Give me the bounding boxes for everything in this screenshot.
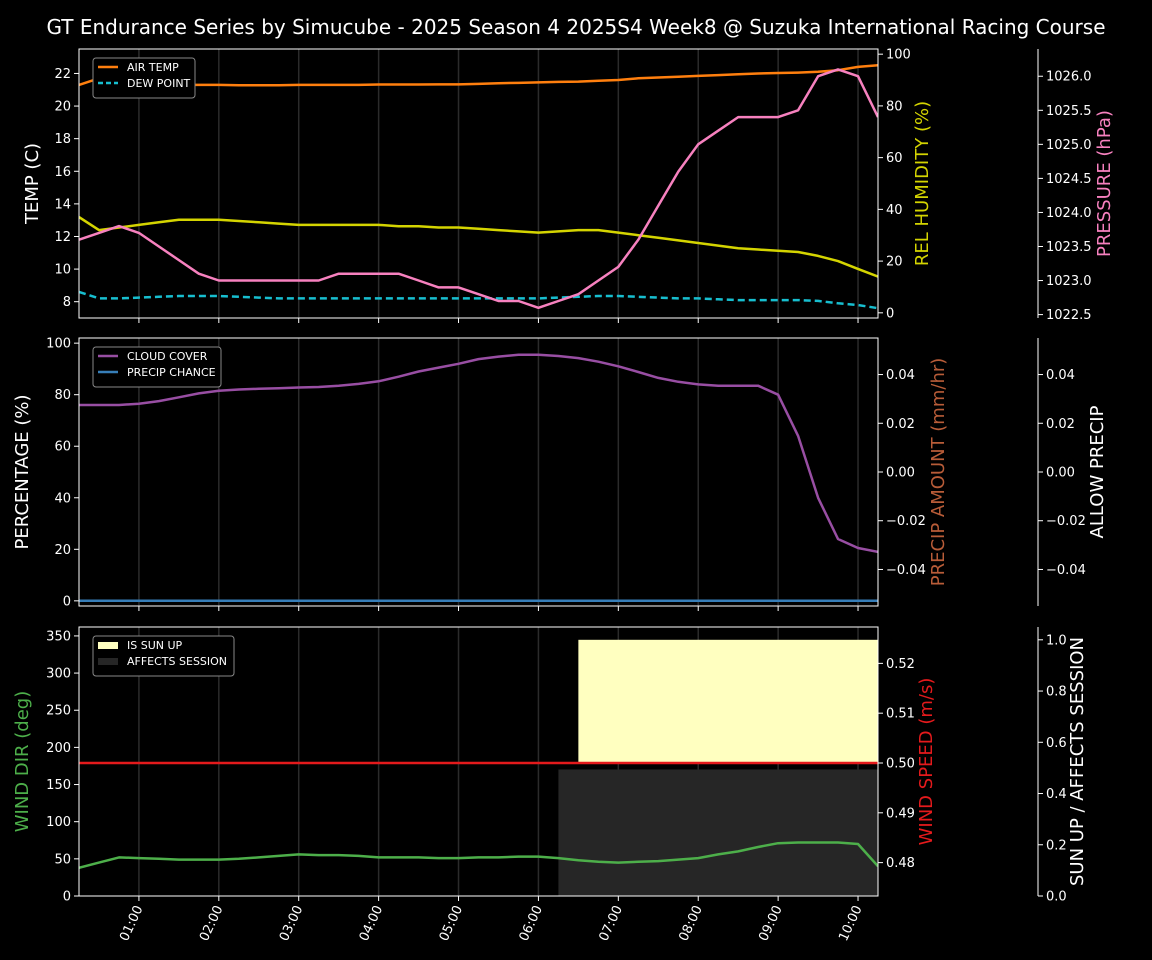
y-right-axis-title: PRECIP AMOUNT (mm/hr) (928, 358, 949, 587)
y-tick-label: 250 (46, 704, 71, 719)
legend-swatch (98, 642, 118, 649)
y-far-tick-label: 0.8 (1046, 685, 1067, 700)
y-right-tick-label: 100 (886, 48, 911, 63)
y-right-tick-label: 0.48 (886, 856, 915, 871)
y-tick-label: 14 (54, 197, 71, 212)
y-tick-label: 20 (54, 543, 71, 558)
y-far-tick-label: 0.2 (1046, 838, 1067, 853)
y-tick-label: 50 (54, 852, 71, 867)
series-line-rel-humidity (79, 216, 878, 278)
y-far-tick-label: 1025.5 (1046, 104, 1092, 119)
legend-box (92, 635, 235, 677)
y-right-tick-label: 0.50 (886, 756, 915, 771)
y-far-tick-label: 1026.0 (1046, 70, 1092, 85)
y-right-tick-label: 0.04 (886, 368, 915, 383)
series-line-pressure (79, 68, 878, 310)
y-tick-label: 18 (54, 132, 71, 147)
y-right-tick-label: 0.49 (886, 806, 915, 821)
y-tick-label: 40 (54, 491, 71, 506)
chart-title: GT Endurance Series by Simucube - 2025 S… (46, 15, 1105, 39)
series-line-cloud-cover (79, 353, 878, 554)
y-tick-label: 100 (46, 337, 71, 352)
legend-swatch (98, 658, 118, 665)
legend: IS SUN UP AFFECTS SESSION (92, 635, 235, 677)
y-tick-label: 200 (46, 741, 71, 756)
y-right-tick-label: 0.52 (886, 657, 915, 672)
legend-label: DEW POINT (127, 77, 191, 90)
y-far-tick-label: 1022.5 (1046, 308, 1092, 323)
sun-up-band (578, 639, 878, 763)
y-far-tick-label: 0.00 (1046, 466, 1075, 481)
legend-label: PRECIP CHANCE (127, 366, 216, 379)
plot-frame (78, 626, 879, 897)
y-tick-label: 80 (54, 388, 71, 403)
y-right-tick-label: 40 (886, 203, 903, 218)
y-right-tick-label: 0.00 (886, 466, 915, 481)
y-far-tick-label: 0.4 (1046, 787, 1067, 802)
y-right-tick-label: 0.51 (886, 707, 915, 722)
y-right-tick-label: 20 (886, 255, 903, 270)
panel-precip: 0 20 40 60 80 100 −0.04 −0.02 0.00 0.02 0.04 −0.04 −… (12, 337, 1108, 611)
y-far-tick-label: 1.0 (1046, 633, 1067, 648)
y-far-axis-title: SUN UP / AFFECTS SESSION (1067, 637, 1088, 886)
y-far-axis-title: PRESSURE (hPa) (1094, 110, 1115, 257)
y-tick-label: 350 (46, 629, 71, 644)
series-line-wind-dir (79, 841, 878, 870)
series-line-air-temp (79, 64, 878, 87)
y-axis-title: PERCENTAGE (%) (12, 394, 33, 549)
y-right-axis-title: WIND SPEED (m/s) (916, 678, 937, 846)
y-far-tick-label: 0.04 (1046, 368, 1075, 383)
y-right-tick-label: 0 (886, 306, 894, 321)
y-right-tick-label: 80 (886, 99, 903, 114)
affects-session-band (558, 769, 878, 896)
legend-label: AIR TEMP (127, 61, 179, 74)
y-tick-label: 8 (63, 295, 71, 310)
legend-label: CLOUD COVER (127, 350, 208, 363)
y-far-tick-label: 0.02 (1046, 417, 1075, 432)
legend-box (92, 57, 196, 99)
legend-label: IS SUN UP (127, 639, 183, 652)
series-line-dew-point (79, 290, 878, 310)
y-tick-label: 22 (54, 67, 71, 82)
y-far-tick-label: 1024.0 (1046, 206, 1092, 221)
y-right-tick-label: 60 (886, 151, 903, 166)
legend-label: AFFECTS SESSION (127, 655, 227, 668)
y-tick-label: 100 (46, 815, 71, 830)
y-axis-title: WIND DIR (deg) (12, 691, 33, 833)
y-right-axis-title: REL HUMIDITY (%) (912, 101, 933, 266)
y-far-tick-label: 0.6 (1046, 736, 1067, 751)
y-tick-label: 150 (46, 778, 71, 793)
y-far-tick-label: 1023.0 (1046, 274, 1092, 289)
panel-weather: 8 10 12 14 16 18 20 22 0 20 40 60 80 100 1022.5 1023.0 1… (22, 48, 1115, 323)
legend: AIR TEMP DEW POINT (92, 57, 196, 99)
y-tick-label: 16 (54, 165, 71, 180)
y-tick-label: 60 (54, 440, 71, 455)
y-tick-label: 300 (46, 667, 71, 682)
y-tick-label: 0 (63, 890, 71, 905)
y-tick-label: 0 (63, 594, 71, 609)
legend-box (92, 346, 222, 388)
y-tick-label: 10 (54, 263, 71, 278)
y-tick-label: 12 (54, 230, 71, 245)
y-far-tick-label: 0.0 (1046, 890, 1067, 905)
y-far-tick-label: −0.04 (1046, 563, 1086, 578)
y-far-tick-label: −0.02 (1046, 514, 1086, 529)
y-far-tick-label: 1023.5 (1046, 240, 1092, 255)
y-right-tick-label: 0.02 (886, 417, 915, 432)
y-far-tick-label: 1024.5 (1046, 172, 1092, 187)
legend: CLOUD COVER PRECIP CHANCE (92, 346, 222, 388)
y-right-tick-label: −0.02 (886, 514, 926, 529)
y-axis-title: TEMP (C) (22, 143, 43, 225)
y-right-tick-label: −0.04 (886, 563, 926, 578)
y-far-tick-label: 1025.0 (1046, 138, 1092, 153)
y-tick-label: 20 (54, 100, 71, 115)
y-far-axis-title: ALLOW PRECIP (1087, 405, 1108, 538)
plot-frame (78, 48, 879, 319)
